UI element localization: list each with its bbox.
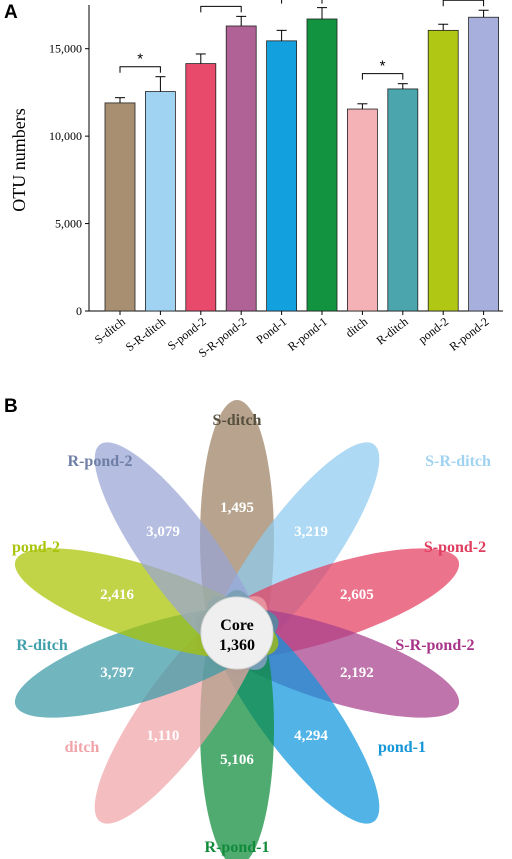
petal-name-label: R-pond-2 xyxy=(68,453,133,470)
core-label: Core xyxy=(220,617,253,634)
significance-bracket xyxy=(442,0,485,7)
petal-value: 2,605 xyxy=(340,587,374,603)
panel-a-letter: A xyxy=(4,2,18,23)
petal-name-label: pond-2 xyxy=(12,539,60,556)
petal-value: 3,079 xyxy=(146,524,180,540)
significance-bracket xyxy=(200,5,242,13)
petal-name-label: ditch xyxy=(65,739,100,756)
x-tick-label: pond-2 xyxy=(416,314,451,346)
y-tick-label: 5,000 xyxy=(55,217,82,231)
bar xyxy=(104,102,136,312)
bar xyxy=(306,18,338,312)
petal-value: 3,219 xyxy=(294,524,328,540)
x-tick-label: ditch xyxy=(343,314,371,340)
flower-diagram: 1,495 3,219 2,605 2,192 4,294 5,106 1,110 3,797… xyxy=(12,400,491,859)
significance-star: * xyxy=(460,0,466,1)
petal-value: 5,106 xyxy=(220,752,254,768)
bar xyxy=(144,91,176,312)
petal-name-label: S-pond-2 xyxy=(424,539,486,556)
petal-value: 4,294 xyxy=(294,728,328,744)
bar xyxy=(468,16,500,312)
significance-bracket xyxy=(119,66,161,73)
petal-value: 1,495 xyxy=(220,500,254,516)
core-circle xyxy=(200,596,274,670)
petal-name-label: pond-1 xyxy=(378,739,426,756)
x-tick-label: S-R-ditch xyxy=(123,314,168,354)
bar xyxy=(266,40,298,312)
significance-bracket xyxy=(361,73,404,80)
panel-b-letter: B xyxy=(4,396,18,417)
petal-name-label: S-R-ditch xyxy=(425,453,491,470)
y-tick-label: 15,000 xyxy=(49,42,82,56)
petal-value: 3,797 xyxy=(100,665,134,681)
bar xyxy=(225,25,257,312)
core-value: 1,360 xyxy=(219,637,255,654)
y-tick-label: 0 xyxy=(76,304,82,318)
bar xyxy=(387,88,419,312)
bar xyxy=(427,29,459,312)
bar xyxy=(346,108,378,312)
x-tick-label: R-ditch xyxy=(374,314,411,347)
bar xyxy=(185,63,217,312)
x-tick-label: R-pond-1 xyxy=(285,314,330,353)
x-tick-label: Pond-1 xyxy=(254,314,290,346)
y-axis-label: OTU numbers xyxy=(9,108,29,211)
significance-star: * xyxy=(218,0,224,7)
significance-bracket xyxy=(281,0,323,4)
petal-value: 1,110 xyxy=(146,728,179,744)
petal-name-label: S-ditch xyxy=(213,412,262,429)
petal-name-label: R-pond-1 xyxy=(205,839,270,856)
significance-star: * xyxy=(137,51,143,68)
x-tick-label: S-ditch xyxy=(92,314,128,346)
petal-name-label: R-ditch xyxy=(16,637,68,654)
petal-name-label: S-R-pond-2 xyxy=(395,637,474,654)
x-tick-label: R-pond-2 xyxy=(447,314,492,353)
petal-value: 2,416 xyxy=(100,587,134,603)
petal-value: 2,192 xyxy=(340,665,374,681)
y-tick-label: 10,000 xyxy=(49,129,82,143)
significance-star: * xyxy=(380,58,386,75)
bar-chart: 0 5,000 10,000 15,000 OTU numbers S-ditchS-R-… xyxy=(9,0,503,360)
